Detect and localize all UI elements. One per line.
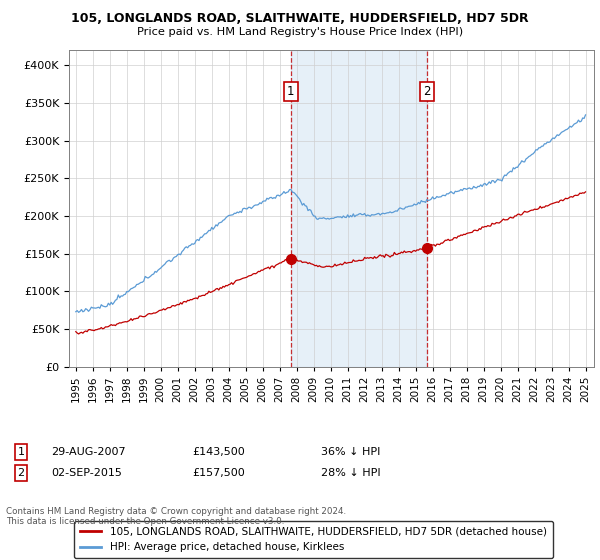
Text: Price paid vs. HM Land Registry's House Price Index (HPI): Price paid vs. HM Land Registry's House … <box>137 27 463 37</box>
Text: Contains HM Land Registry data © Crown copyright and database right 2024.
This d: Contains HM Land Registry data © Crown c… <box>6 507 346 526</box>
Text: 2: 2 <box>17 468 25 478</box>
Text: 02-SEP-2015: 02-SEP-2015 <box>51 468 122 478</box>
Text: 36% ↓ HPI: 36% ↓ HPI <box>321 447 380 457</box>
Text: 105, LONGLANDS ROAD, SLAITHWAITE, HUDDERSFIELD, HD7 5DR: 105, LONGLANDS ROAD, SLAITHWAITE, HUDDER… <box>71 12 529 25</box>
Text: 2: 2 <box>423 85 431 99</box>
Text: 1: 1 <box>17 447 25 457</box>
Text: 29-AUG-2007: 29-AUG-2007 <box>51 447 125 457</box>
Legend: 105, LONGLANDS ROAD, SLAITHWAITE, HUDDERSFIELD, HD7 5DR (detached house), HPI: A: 105, LONGLANDS ROAD, SLAITHWAITE, HUDDER… <box>74 521 553 558</box>
Text: £143,500: £143,500 <box>192 447 245 457</box>
Text: £157,500: £157,500 <box>192 468 245 478</box>
Text: 28% ↓ HPI: 28% ↓ HPI <box>321 468 380 478</box>
Text: 1: 1 <box>287 85 295 99</box>
Bar <box>291 50 427 367</box>
